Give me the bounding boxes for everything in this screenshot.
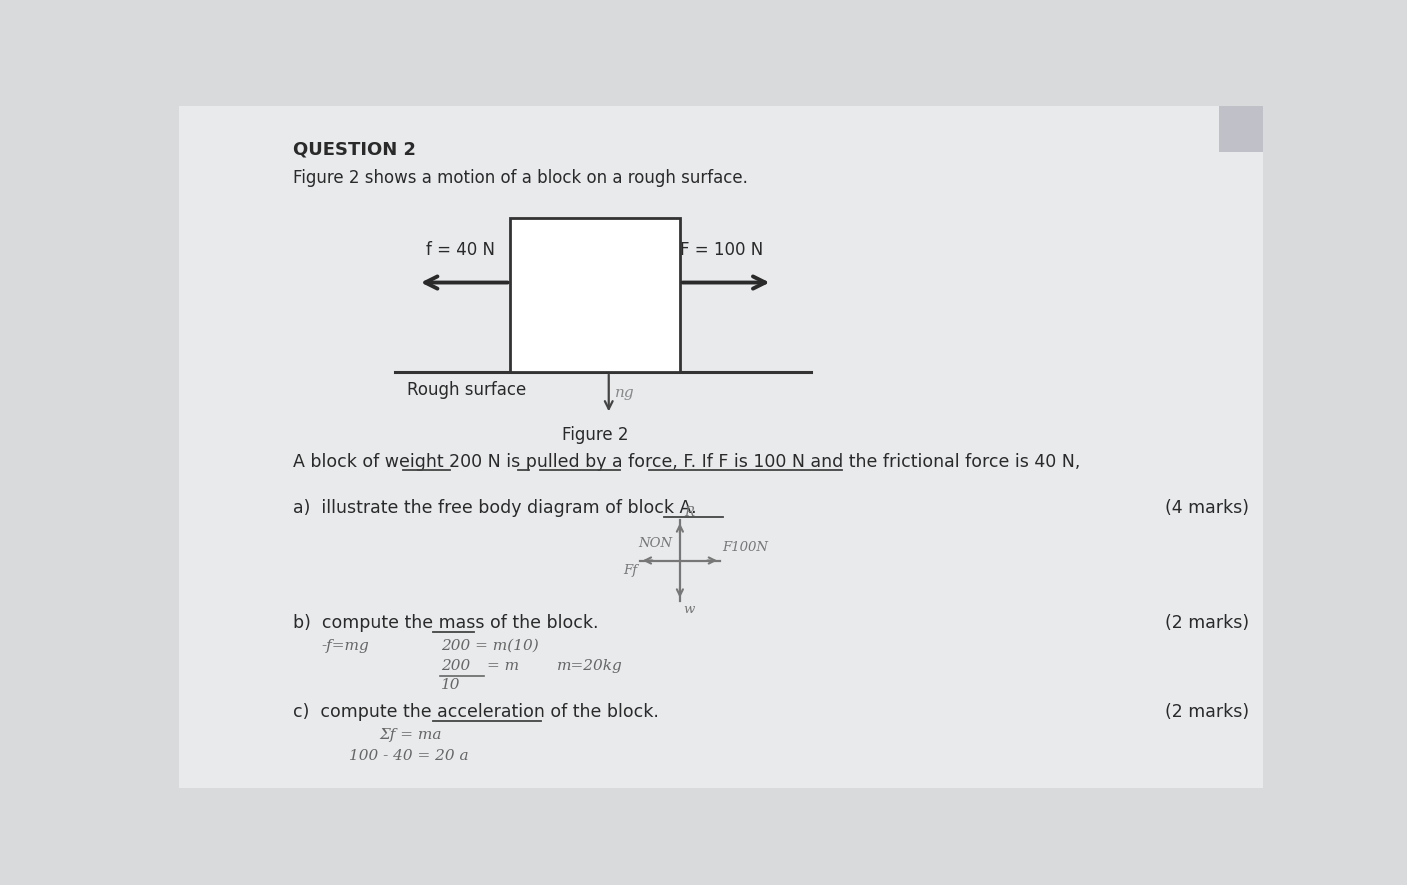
Text: Figure 2 shows a motion of a block on a rough surface.: Figure 2 shows a motion of a block on a … <box>293 169 749 188</box>
Text: c)  compute the acceleration of the block.: c) compute the acceleration of the block… <box>293 703 660 721</box>
Bar <box>1218 106 1263 152</box>
Text: A block of weight 200 N is pulled by a force, F. If F is 100 N and the frictiona: A block of weight 200 N is pulled by a f… <box>293 453 1081 471</box>
Text: ng: ng <box>615 386 635 400</box>
Text: Ff: Ff <box>623 564 637 577</box>
Text: -f=mg: -f=mg <box>322 639 370 653</box>
Text: 200 = m(10): 200 = m(10) <box>442 639 539 653</box>
Text: 10: 10 <box>442 678 460 691</box>
Text: 100 - 40 = 20 a: 100 - 40 = 20 a <box>349 749 469 763</box>
Text: w: w <box>684 603 695 616</box>
Text: Figure 2: Figure 2 <box>561 426 629 443</box>
Text: = m: = m <box>487 659 519 673</box>
Text: m=20kg: m=20kg <box>557 659 622 673</box>
Text: NON: NON <box>637 537 673 550</box>
Text: b)  compute the mass of the block.: b) compute the mass of the block. <box>293 614 599 633</box>
Text: F = 100 N: F = 100 N <box>680 242 763 259</box>
Text: Σf = ma: Σf = ma <box>380 727 442 742</box>
Text: F100N: F100N <box>722 542 768 554</box>
Text: 200: 200 <box>442 659 470 673</box>
Text: (2 marks): (2 marks) <box>1165 703 1249 721</box>
Text: R: R <box>684 506 694 519</box>
Text: QUESTION 2: QUESTION 2 <box>293 141 416 158</box>
Bar <box>511 218 680 372</box>
Text: a)  illustrate the free body diagram of block A.: a) illustrate the free body diagram of b… <box>293 499 696 517</box>
Text: (4 marks): (4 marks) <box>1165 499 1249 517</box>
Text: f = 40 N: f = 40 N <box>426 242 495 259</box>
Text: (2 marks): (2 marks) <box>1165 614 1249 633</box>
Text: Rough surface: Rough surface <box>407 381 526 399</box>
